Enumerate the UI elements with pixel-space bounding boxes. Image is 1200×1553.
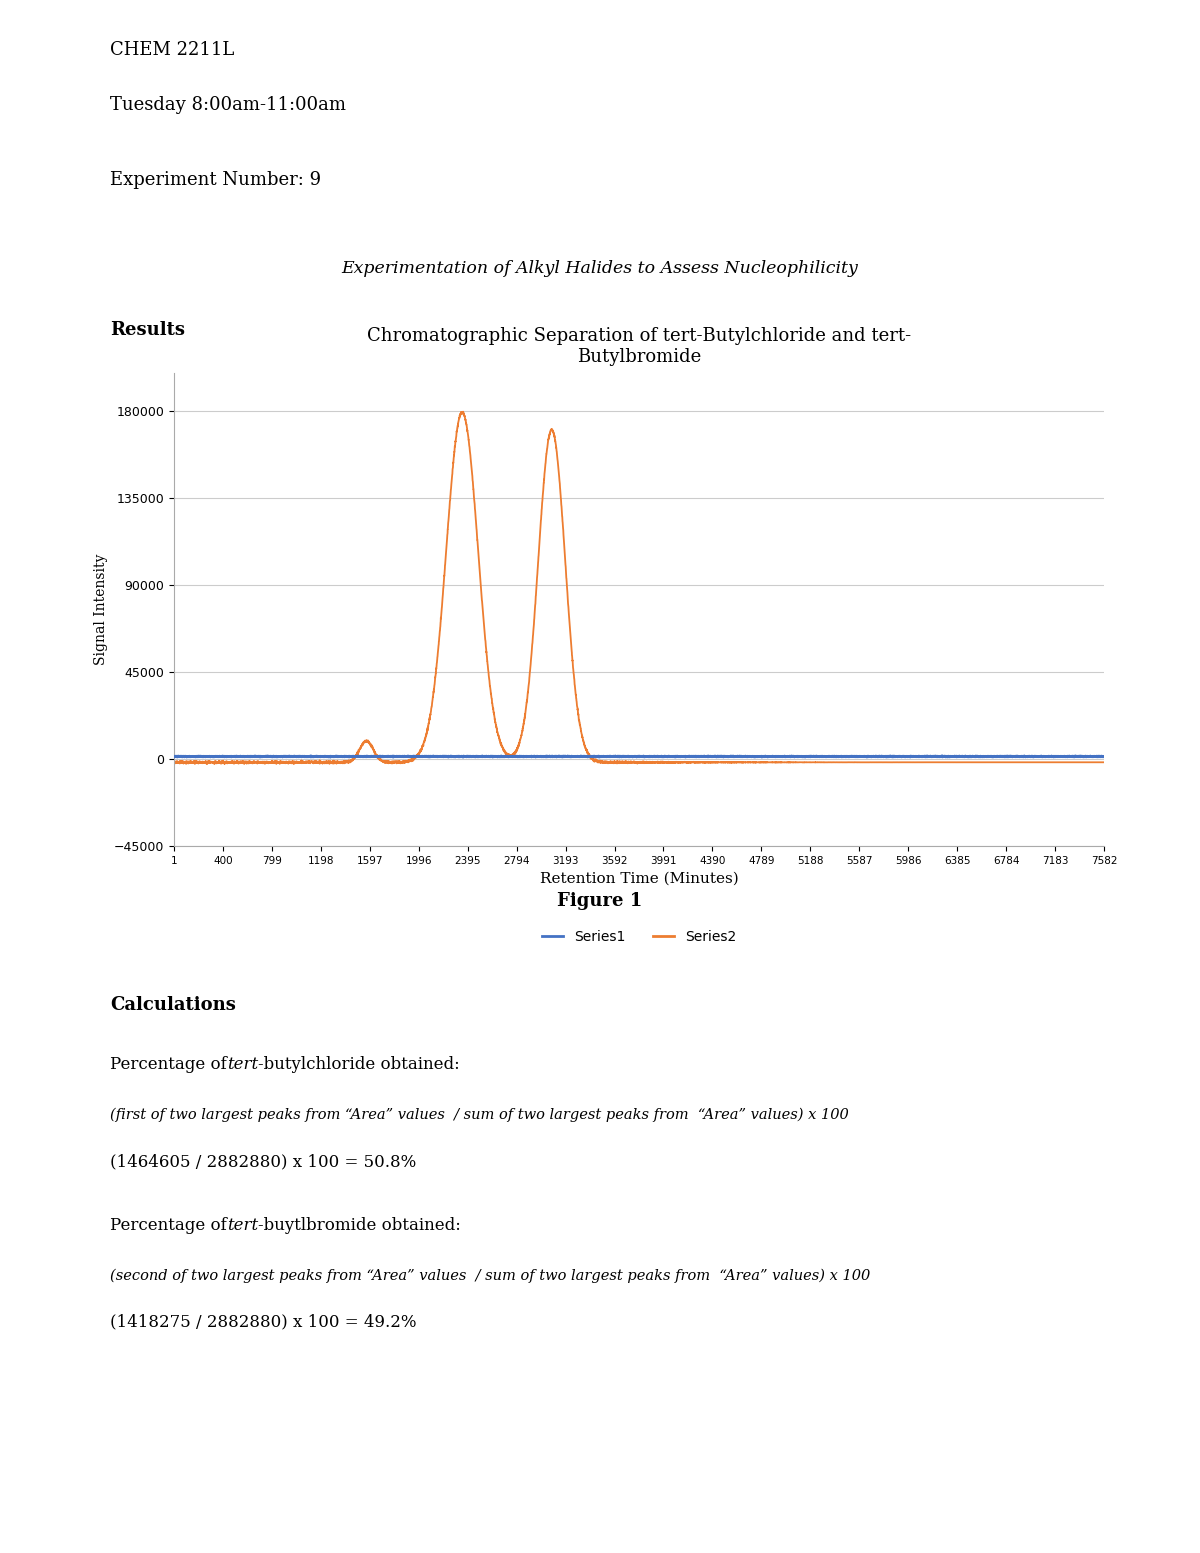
Text: Tuesday 8:00am-11:00am: Tuesday 8:00am-11:00am xyxy=(110,96,347,113)
Text: tert: tert xyxy=(227,1056,258,1073)
Y-axis label: Signal Intensity: Signal Intensity xyxy=(95,554,108,665)
Text: Percentage of: Percentage of xyxy=(110,1056,233,1073)
Text: Figure 1: Figure 1 xyxy=(557,891,643,910)
Text: (1464605 / 2882880) x 100 = 50.8%: (1464605 / 2882880) x 100 = 50.8% xyxy=(110,1154,416,1171)
Text: (first of two largest peaks from “Area” values  / sum of two largest peaks from : (first of two largest peaks from “Area” … xyxy=(110,1107,850,1123)
Text: (second of two largest peaks from “Area” values  / sum of two largest peaks from: (second of two largest peaks from “Area”… xyxy=(110,1269,871,1283)
Text: tert: tert xyxy=(227,1218,258,1233)
Title: Chromatographic Separation of tert-Butylchloride and tert-
Butylbromide: Chromatographic Separation of tert-Butyl… xyxy=(367,326,911,365)
Text: Experiment Number: 9: Experiment Number: 9 xyxy=(110,171,322,189)
Text: (1418275 / 2882880) x 100 = 49.2%: (1418275 / 2882880) x 100 = 49.2% xyxy=(110,1314,416,1331)
Text: -buytlbromide obtained:: -buytlbromide obtained: xyxy=(258,1218,461,1233)
Text: CHEM 2211L: CHEM 2211L xyxy=(110,40,235,59)
Text: -butylchloride obtained:: -butylchloride obtained: xyxy=(258,1056,460,1073)
Text: Percentage of: Percentage of xyxy=(110,1218,233,1233)
Text: Calculations: Calculations xyxy=(110,995,236,1014)
Text: Experimentation of Alkyl Halides to Assess Nucleophilicity: Experimentation of Alkyl Halides to Asse… xyxy=(342,259,858,276)
Text: Results: Results xyxy=(110,321,185,339)
Legend: Series1, Series2: Series1, Series2 xyxy=(542,930,736,944)
X-axis label: Retention Time (Minutes): Retention Time (Minutes) xyxy=(540,871,738,885)
